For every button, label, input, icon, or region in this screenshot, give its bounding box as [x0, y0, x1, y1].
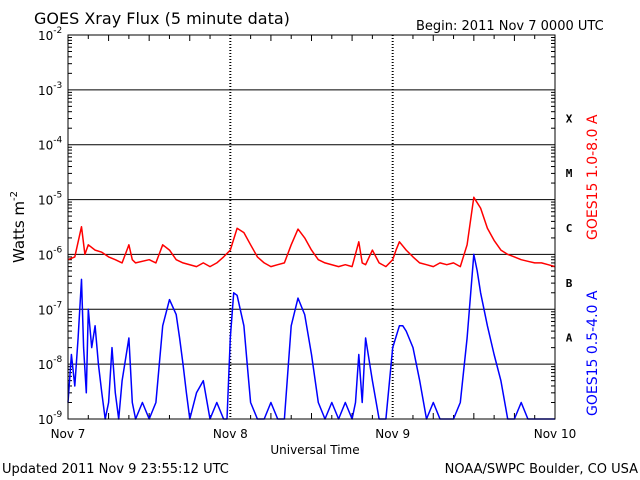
x-tick-label: Nov 8 [213, 427, 248, 441]
footer-credit: NOAA/SWPC Boulder, CO USA [445, 462, 638, 477]
x-tick-label: Nov 10 [534, 427, 577, 441]
horizontal-gridlines [68, 89, 555, 365]
x-axis-label: Universal Time [270, 443, 359, 457]
legend-long-channel: GOES15 1.0-8.0 A [585, 114, 601, 240]
day-separators [229, 35, 394, 419]
axis-ticks [68, 35, 555, 419]
y-tick-label: 10-9 [38, 410, 63, 427]
x-tick-label: Nov 7 [51, 427, 86, 441]
flare-class-labels: X M C B A [566, 112, 573, 344]
x-tick-labels: Nov 7 Nov 8 Nov 9 Nov 10 [51, 427, 577, 441]
y-tick-label: 10-8 [38, 355, 63, 372]
legend-short-channel: GOES15 0.5-4.0 A [585, 290, 601, 416]
y-tick-label: 10-4 [38, 136, 63, 153]
flare-class-a: A [566, 332, 573, 345]
data-series [67, 196, 556, 420]
flare-class-c: C [566, 222, 573, 235]
footer-updated: Updated 2011 Nov 9 23:55:12 UTC [2, 462, 229, 477]
series-line-long [67, 196, 556, 268]
y-tick-label: 10-6 [38, 245, 63, 262]
y-tick-labels: 10-2 10-3 10-4 10-5 10-6 10-7 10-8 10-9 [38, 26, 63, 427]
y-axis-label: Watts m-2 [9, 191, 28, 263]
y-tick-label: 10-3 [38, 81, 62, 98]
y-tick-label: 10-5 [38, 191, 62, 208]
begin-label: Begin: 2011 Nov 7 0000 UTC [416, 19, 604, 34]
series-line-short [67, 253, 555, 420]
flare-class-b: B [566, 277, 573, 290]
plot-frame [67, 34, 556, 420]
flare-class-m: M [566, 167, 573, 180]
y-tick-label: 10-2 [38, 26, 62, 43]
y-tick-label: 10-7 [38, 300, 62, 317]
flare-class-x: X [566, 112, 573, 125]
chart-title: GOES Xray Flux (5 minute data) [34, 9, 290, 28]
x-tick-label: Nov 9 [375, 427, 410, 441]
